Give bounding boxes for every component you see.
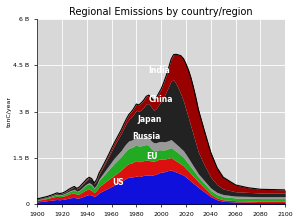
Text: US: US: [112, 178, 124, 187]
Text: China: China: [149, 95, 173, 104]
Y-axis label: tonC/year: tonC/year: [7, 96, 12, 127]
Title: Regional Emissions by country/region: Regional Emissions by country/region: [69, 7, 253, 17]
Text: Russia: Russia: [132, 132, 161, 141]
Text: India: India: [148, 66, 170, 75]
Text: EU: EU: [147, 152, 158, 161]
Text: Japan: Japan: [138, 115, 162, 124]
